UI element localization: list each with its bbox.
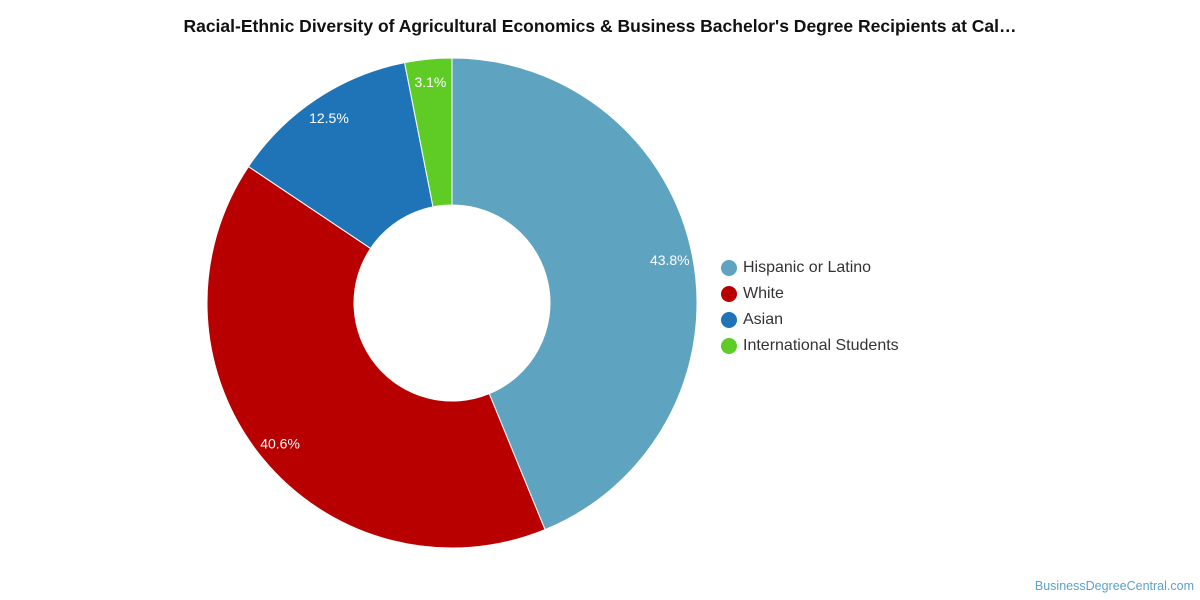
legend-swatch	[721, 312, 737, 328]
legend-label: International Students	[743, 337, 899, 354]
legend-item[interactable]: International Students	[721, 333, 899, 359]
legend-swatch	[721, 338, 737, 354]
slice-white	[206, 165, 546, 549]
chart-legend: Hispanic or Latino White Asian Internationa…	[721, 255, 899, 359]
legend-item[interactable]: Hispanic or Latino	[721, 255, 899, 281]
watermark: BusinessDegreeCentral.com	[1034, 579, 1194, 593]
slice-label-1: 40.6%	[260, 435, 300, 451]
legend-swatch	[721, 286, 737, 302]
slice-hispanic-or-latino	[451, 57, 698, 531]
slice-label-2: 12.5%	[309, 110, 349, 126]
legend-label: Asian	[743, 311, 784, 328]
legend-item[interactable]: White	[721, 281, 899, 307]
legend-item[interactable]: Asian	[721, 307, 899, 333]
legend-label: White	[743, 285, 784, 302]
legend-label: Hispanic or Latino	[743, 259, 872, 276]
slice-asian	[247, 62, 434, 250]
legend-swatch	[721, 260, 737, 276]
chart-title: Racial-Ethnic Diversity of Agricultural …	[183, 16, 1017, 36]
slice-label-3: 3.1%	[414, 74, 446, 90]
slice-label-0: 43.8%	[650, 252, 690, 268]
slice-international-students	[403, 57, 453, 208]
